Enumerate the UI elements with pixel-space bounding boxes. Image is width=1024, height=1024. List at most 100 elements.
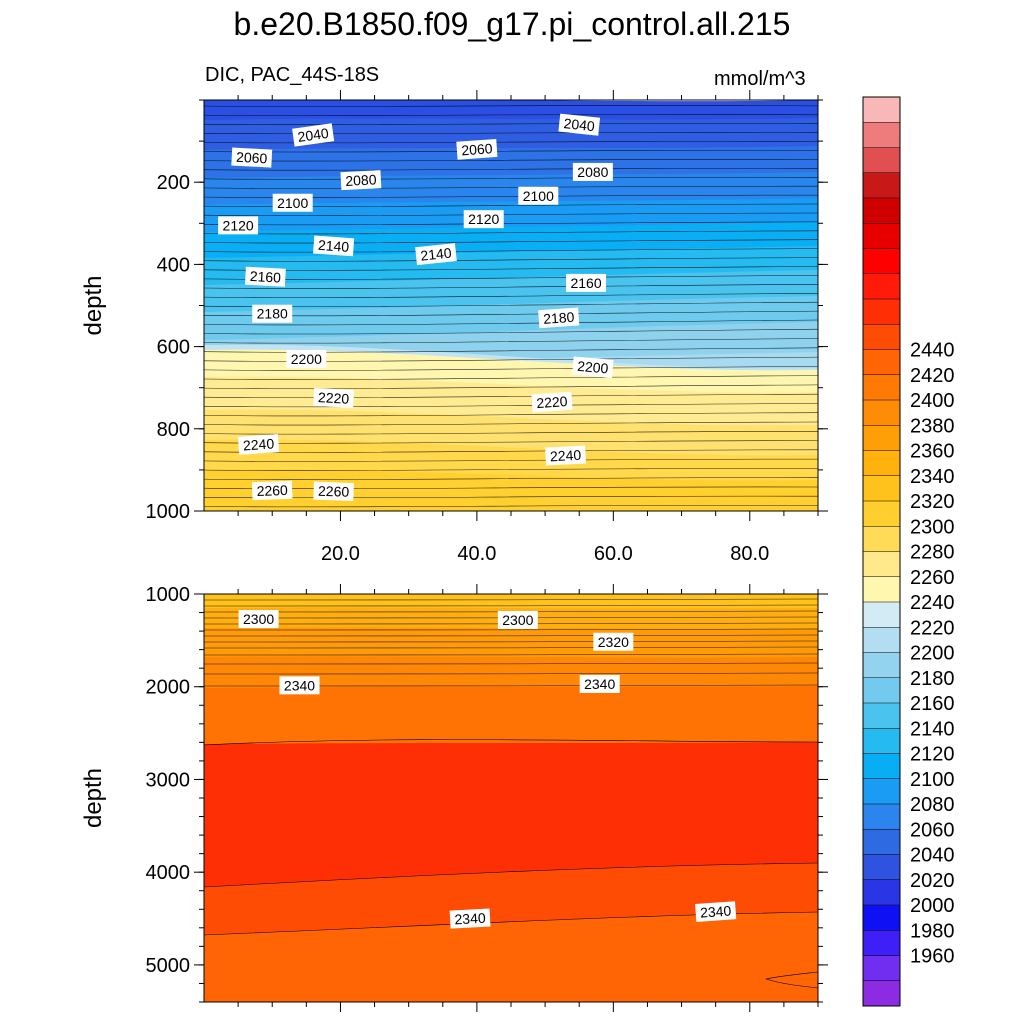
colorbar-label: 2420 — [910, 365, 955, 387]
colorbar-swatch — [863, 475, 900, 502]
contour-label-text: 2340 — [454, 910, 486, 928]
upper-contour-label: 2240 — [545, 445, 587, 466]
upper-contour-line — [204, 403, 818, 408]
upper-contour-label: 2220 — [313, 387, 355, 409]
colorbar-label: 2180 — [910, 668, 955, 690]
contour-label-box — [313, 387, 355, 409]
colorbar-label: 2260 — [910, 567, 955, 589]
upper-contour-line — [204, 356, 818, 362]
upper-contour-line — [204, 468, 818, 471]
colorbar-frame — [862, 96, 901, 1007]
colorbar-label: 2300 — [910, 516, 955, 538]
upper-contour-line — [204, 132, 818, 135]
upper-contour-line — [204, 375, 818, 380]
contour-label-box — [593, 632, 634, 651]
upper-band-16 — [204, 469, 818, 511]
lower-contour-label: 2340 — [695, 901, 737, 922]
colorbar-swatch — [863, 829, 900, 855]
upper-contour-line — [204, 239, 818, 244]
upper-contour-label: 2240 — [237, 434, 280, 455]
contour-labels: 2040 2040 2060 2060 2080 2080 2100 2100 2120 2120… — [218, 113, 737, 929]
contour-label-text: 2200 — [291, 351, 322, 367]
upper-contour-label: 2040 — [292, 123, 335, 147]
colorbar-swatch — [863, 526, 900, 552]
upper-contour-line — [204, 185, 818, 189]
contour-label-text: 2260 — [318, 483, 350, 500]
colorbar-swatch — [863, 703, 900, 729]
upper-contour-line — [204, 328, 818, 335]
contour-label-text: 2080 — [577, 164, 608, 180]
contour-label-text: 2040 — [563, 115, 596, 134]
colorbar-label: 2240 — [910, 592, 955, 614]
upper-y-axis-label: depth — [80, 275, 107, 335]
contour-label-text: 2300 — [502, 612, 533, 628]
contour-label-box — [313, 481, 354, 501]
contour-label-text: 2260 — [256, 482, 288, 499]
upper-contour-line — [204, 176, 818, 180]
upper-contour-label: 2160 — [566, 273, 607, 292]
x-tick-label: 20.0 — [321, 543, 360, 565]
contour-label-box — [456, 138, 498, 160]
lower-contour-label: 2340 — [579, 674, 620, 693]
colorbar-swatch — [863, 349, 900, 376]
colorbar-label: 2140 — [910, 718, 955, 740]
colorbar-swatch — [863, 374, 900, 401]
colorbar-swatch — [863, 450, 900, 477]
contour-label-box — [252, 304, 293, 323]
contour-label-text: 2140 — [318, 237, 350, 255]
colorbar-label: 2000 — [910, 895, 955, 917]
upper-contour-label: 2120 — [463, 210, 504, 229]
lower-contour-line — [204, 862, 818, 888]
colorbar-swatch — [863, 551, 900, 578]
colorbar-swatch — [863, 97, 900, 123]
upper-contour-label: 2040 — [558, 113, 601, 136]
upper-contour-label: 2060 — [456, 138, 498, 160]
contour-label-box — [279, 676, 320, 695]
upper-contour-line — [204, 338, 818, 344]
upper-contour-line — [204, 319, 818, 326]
axis-ticks: 200 400 600 800 1000 1000 2000 3000 4000 5000 20.0… — [80, 90, 828, 1012]
contour-label-box — [292, 123, 335, 147]
lower-contour-label: 2300 — [497, 610, 538, 629]
colorbar-swatch — [863, 955, 900, 982]
upper-contour-label: 2100 — [272, 193, 313, 212]
x-tick-label: 60.0 — [594, 543, 633, 565]
upper-contour-line — [204, 421, 818, 426]
contour-label-text: 2100 — [277, 195, 308, 211]
colorbar-label: 1980 — [910, 920, 955, 942]
colorbar-swatch — [863, 804, 900, 830]
colorbar-swatch — [863, 879, 900, 906]
colorbar-swatch — [863, 854, 900, 881]
upper-contour-label: 2060 — [231, 147, 273, 168]
contour-label-text: 2060 — [236, 149, 268, 167]
upper-contour-line — [204, 167, 818, 171]
contour-label-text: 2120 — [468, 211, 499, 227]
x-tick-label: 40.0 — [457, 543, 496, 565]
lower-y-tick-label: 3000 — [146, 769, 191, 791]
contour-label-box — [531, 391, 573, 413]
colorbar-swatch — [863, 980, 900, 1007]
contour-label-box — [558, 113, 601, 136]
lower-contour-line — [204, 739, 818, 746]
upper-contour-line — [204, 114, 818, 116]
colorbar-label: 2380 — [910, 415, 955, 437]
colorbar-swatch — [863, 778, 900, 805]
upper-contour-label: 2180 — [252, 304, 293, 323]
colorbar-label: 2040 — [910, 845, 955, 867]
contour-label-box — [572, 162, 613, 181]
upper-contour-line — [204, 366, 818, 371]
colorbar-swatch — [863, 400, 900, 426]
colorbar-swatch — [863, 248, 900, 275]
upper-panel-fill — [204, 100, 818, 511]
lower-y-tick-label: 5000 — [146, 955, 191, 977]
upper-y-tick-label: 400 — [157, 254, 190, 276]
contour-label-box — [538, 307, 580, 329]
contour-label-text: 2180 — [543, 309, 575, 327]
colorbar-swatch — [863, 425, 900, 451]
colorbar-label: 2360 — [910, 441, 955, 463]
upper-contour-label: 2080 — [340, 170, 382, 191]
contour-label-box — [572, 356, 614, 378]
upper-contour-line — [204, 458, 818, 462]
colorbar-swatch — [863, 198, 900, 224]
